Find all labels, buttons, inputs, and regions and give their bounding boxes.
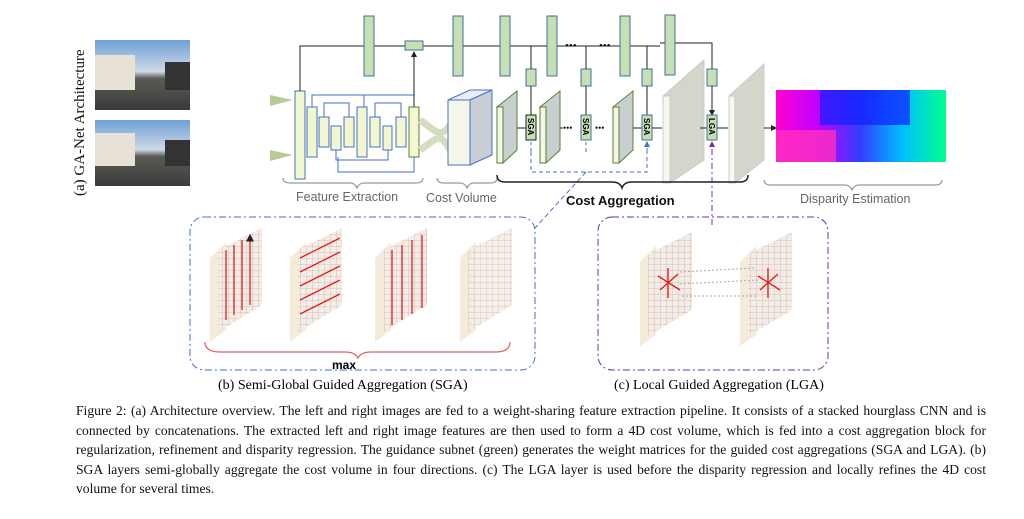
cost-aggregation-brace: [496, 174, 749, 191]
sga-label: SGA: [642, 118, 651, 136]
ellipsis: •••: [599, 40, 611, 52]
disparity-map: [776, 90, 946, 162]
sga-label: SGA: [526, 118, 535, 136]
concatenation-arrows: [418, 117, 454, 153]
sga-panel: max: [189, 216, 536, 372]
feature-extraction-blocks: [294, 90, 420, 180]
ellipsis: •••: [565, 40, 577, 52]
input-arrows: [270, 95, 293, 161]
guidance-subnet: ••• •••: [299, 14, 717, 115]
left-image: [95, 40, 190, 110]
sga-volume-right-left: [375, 228, 427, 342]
ellipsis: •••: [595, 123, 604, 133]
stage-braces: [282, 177, 943, 192]
panel-a-label: (a) GA-Net Architecture: [72, 49, 88, 196]
panel-b-caption: (b) Semi-Global Guided Aggregation (SGA): [218, 378, 468, 393]
architecture-figure: (a) GA-Net Architecture: [72, 14, 946, 393]
lga-label: LGA: [707, 118, 716, 135]
sga-volume-top-bottom: [290, 228, 342, 342]
cost-volume-cube: [447, 89, 493, 166]
right-image: [95, 120, 190, 186]
ellipsis: •••: [563, 123, 572, 133]
feature-extraction-label: Feature Extraction: [296, 190, 398, 204]
sga-volume-left-right: [210, 228, 262, 342]
cost-aggregation-volumes: [495, 58, 765, 185]
max-label: max: [332, 358, 356, 372]
sga-volume-aggregated: [460, 228, 512, 342]
figure-caption: Figure 2: (a) Architecture overview. The…: [76, 403, 986, 497]
lga-panel: [597, 216, 829, 371]
sga-label: SGA: [581, 118, 590, 136]
cost-volume-label: Cost Volume: [426, 191, 497, 205]
disparity-estimation-label: Disparity Estimation: [800, 192, 910, 206]
panel-c-caption: (c) Local Guided Aggregation (LGA): [614, 378, 824, 393]
cost-aggregation-label: Cost Aggregation: [566, 193, 675, 208]
